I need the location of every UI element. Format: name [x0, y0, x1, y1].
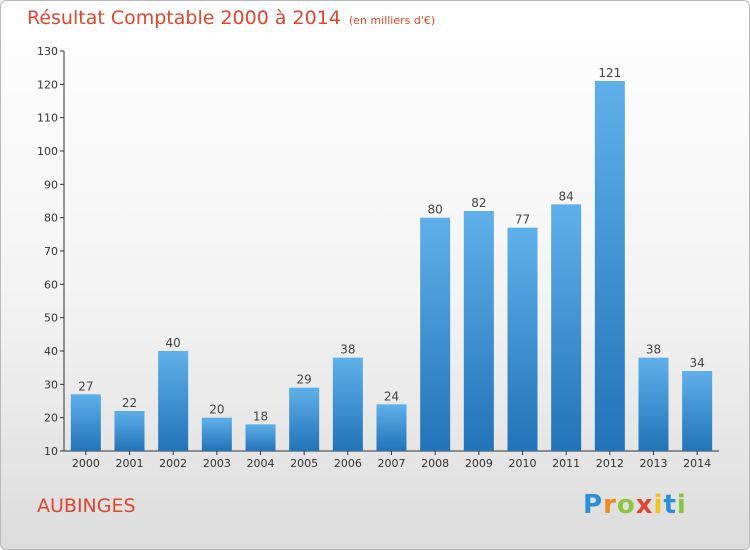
value-label-2011: 84	[559, 189, 574, 203]
y-tick-label: 120	[37, 78, 58, 91]
x-tick-label-2003: 2003	[203, 457, 231, 470]
bar-2009	[463, 211, 494, 451]
x-tick-label-2013: 2013	[640, 457, 668, 470]
y-tick-label: 30	[44, 378, 58, 391]
bar-2001	[114, 411, 145, 451]
value-label-2003: 20	[209, 403, 224, 417]
chart-title: Résultat Comptable 2000 à 2014 (en millie…	[27, 7, 435, 29]
y-tick-label: 110	[37, 112, 58, 125]
y-tick-label: 10	[44, 445, 58, 458]
bar-2014	[682, 371, 713, 451]
bar-2004	[245, 424, 276, 451]
x-tick-label-2014: 2014	[683, 457, 711, 470]
x-tick-label-2001: 2001	[116, 457, 144, 470]
x-tick-label-2009: 2009	[465, 457, 493, 470]
value-label-2000: 27	[78, 379, 93, 393]
x-tick-label-2000: 2000	[72, 457, 100, 470]
value-label-2004: 18	[253, 409, 268, 423]
y-tick-label: 130	[37, 45, 58, 58]
bar-2002	[158, 351, 189, 451]
x-tick-label-2008: 2008	[421, 457, 449, 470]
y-tick-label: 50	[44, 312, 58, 325]
y-tick-label: 40	[44, 345, 58, 358]
bar-2000	[70, 394, 101, 451]
chart-title-text: Résultat Comptable 2000 à 2014	[27, 7, 341, 29]
y-tick-label: 60	[44, 278, 58, 291]
y-tick-label: 20	[44, 412, 58, 425]
y-tick-label: 70	[44, 245, 58, 258]
bar-2012	[594, 81, 625, 451]
x-tick-label-2010: 2010	[509, 457, 537, 470]
chart-unit: (en milliers d'€)	[348, 14, 436, 27]
proxiti-logo: Proxiti	[583, 490, 687, 520]
bar-2011	[551, 204, 582, 451]
bar-2010	[507, 227, 538, 451]
x-tick-label-2007: 2007	[378, 457, 406, 470]
value-label-2006: 38	[340, 343, 355, 357]
y-tick-label: 100	[37, 145, 58, 158]
bar-2003	[201, 417, 232, 451]
value-label-2012: 121	[598, 66, 621, 80]
y-tick-label: 80	[44, 212, 58, 225]
value-label-2013: 38	[646, 343, 661, 357]
value-label-2008: 80	[428, 203, 443, 217]
x-tick-label-2011: 2011	[552, 457, 580, 470]
value-label-2009: 82	[471, 196, 486, 210]
town-name: AUBINGES	[37, 495, 136, 517]
value-label-2001: 22	[122, 396, 137, 410]
value-label-2002: 40	[166, 336, 181, 350]
value-label-2007: 24	[384, 389, 399, 403]
x-tick-label-2002: 2002	[159, 457, 187, 470]
value-label-2005: 29	[297, 373, 312, 387]
x-tick-label-2004: 2004	[247, 457, 275, 470]
x-tick-label-2005: 2005	[290, 457, 318, 470]
value-label-2010: 77	[515, 213, 530, 227]
x-tick-label-2012: 2012	[596, 457, 624, 470]
y-tick-label: 90	[44, 178, 58, 191]
bar-2013	[638, 357, 669, 451]
x-tick-label-2006: 2006	[334, 457, 362, 470]
bar-2006	[332, 357, 363, 451]
bar-2008	[420, 217, 451, 451]
bar-2007	[376, 404, 407, 451]
value-label-2014: 34	[690, 356, 705, 370]
bar-2005	[289, 387, 320, 451]
